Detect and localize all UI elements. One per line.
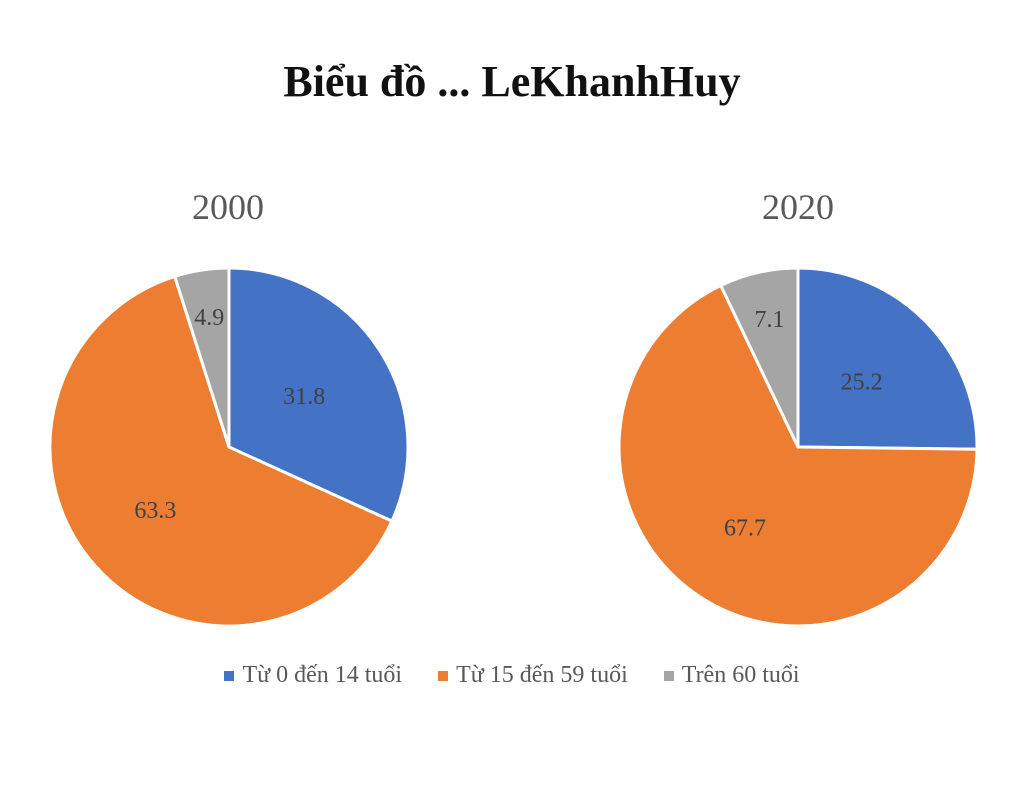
data-label-2000-0-14: 31.8 xyxy=(283,384,325,410)
data-label-2000-15-59: 63.3 xyxy=(134,498,176,524)
legend: Từ 0 đến 14 tuổi Từ 15 đến 59 tuổi Trên … xyxy=(0,662,1024,689)
pie-title-2000: 2000 xyxy=(192,187,264,227)
legend-swatch-0-14 xyxy=(224,670,235,681)
data-label-2000-60-plus: 4.9 xyxy=(194,305,224,331)
legend-item-15-59: Từ 15 đến 59 tuổi xyxy=(438,662,628,689)
data-label-2020-60-plus: 7.1 xyxy=(754,307,784,333)
pie-slice-2000-0-14 xyxy=(227,266,410,524)
pie-slice-2020-15-59 xyxy=(617,283,979,628)
pie-slice-2020-60-plus xyxy=(718,266,800,448)
pie-slice-2000-60-plus xyxy=(172,266,231,448)
data-label-2020-15-59: 67.7 xyxy=(724,515,766,541)
legend-label-15-59: Từ 15 đến 59 tuổi xyxy=(456,662,628,688)
legend-item-0-14: Từ 0 đến 14 tuổi xyxy=(224,662,402,689)
legend-swatch-60-plus xyxy=(663,670,674,681)
pie-slice-2000-15-59 xyxy=(48,274,394,628)
pie-title-2020: 2020 xyxy=(762,187,834,227)
legend-item-60-plus: Trên 60 tuổi xyxy=(663,662,800,689)
legend-swatch-15-59 xyxy=(438,670,449,681)
data-label-2020-0-14: 25.2 xyxy=(841,370,883,396)
legend-label-0-14: Từ 0 đến 14 tuổi xyxy=(242,662,403,688)
legend-label-60-plus: Trên 60 tuổi xyxy=(681,662,800,688)
pie-slice-2020-0-14 xyxy=(796,266,979,451)
chart-title: Biểu đồ ... LeKhanhHuy xyxy=(283,57,741,106)
